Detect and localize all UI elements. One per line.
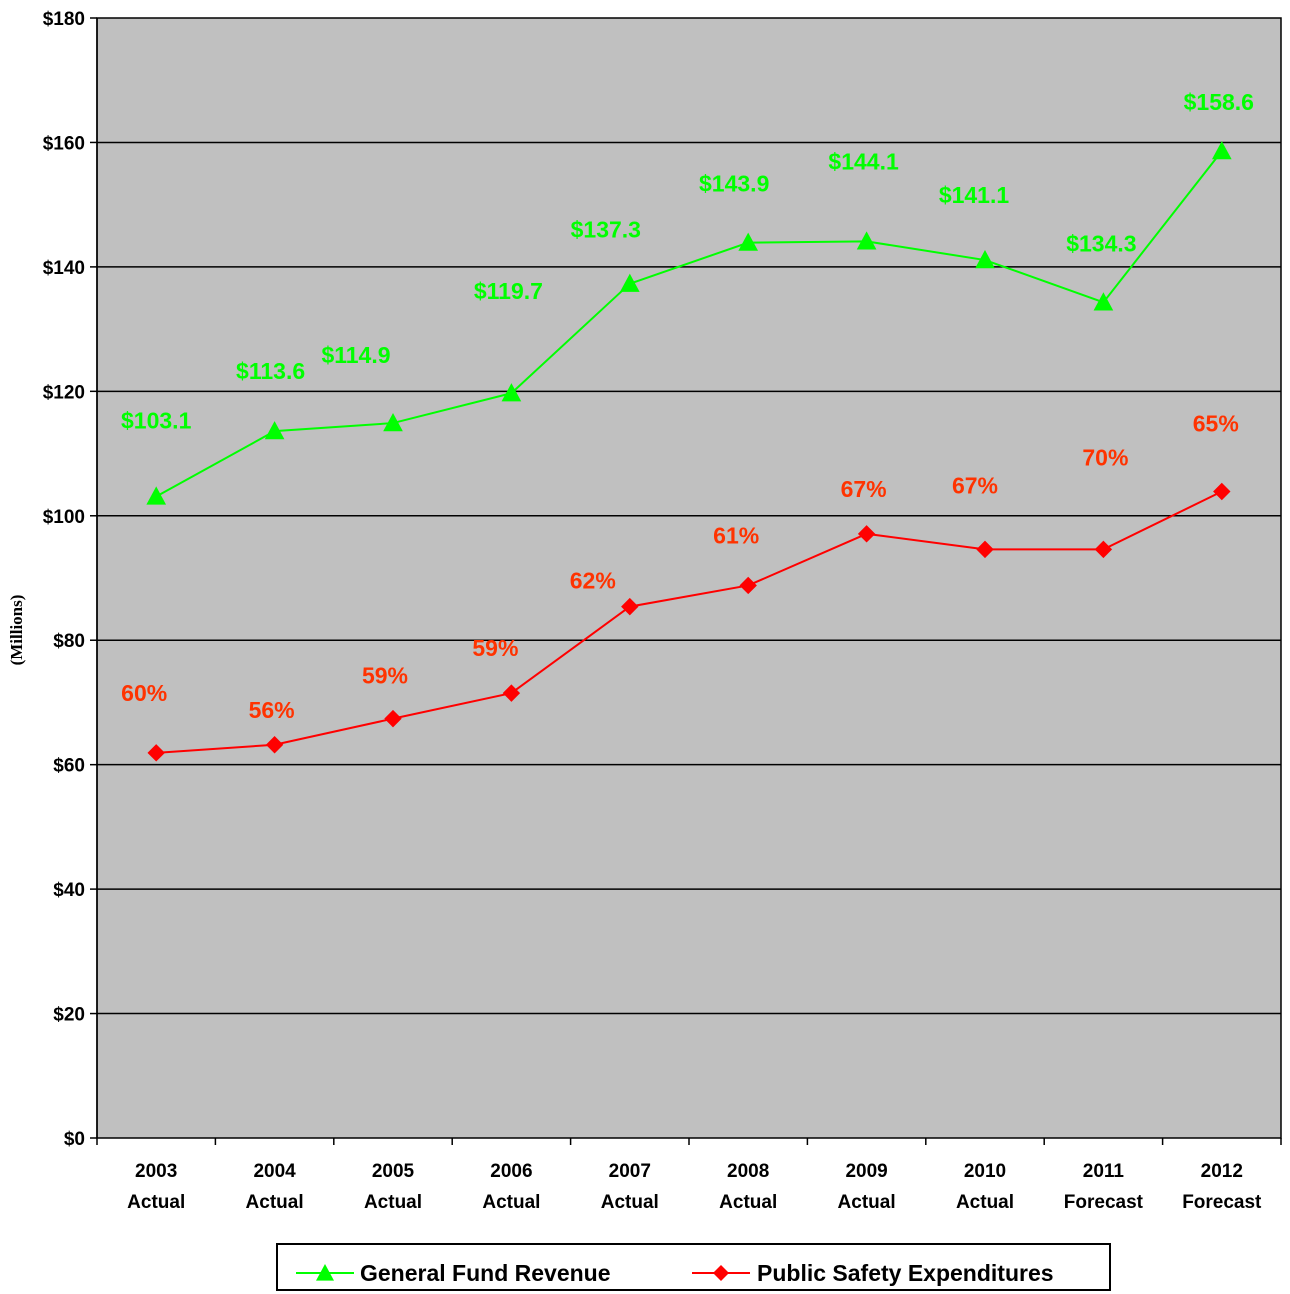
- data-label: 56%: [249, 697, 295, 723]
- data-point-triangle: [383, 413, 403, 432]
- y-tick-label: $100: [43, 507, 85, 528]
- x-tick-label-type: Actual: [246, 1192, 304, 1213]
- legend: General Fund Revenue Public Safety Expend…: [276, 1243, 1111, 1291]
- data-point-diamond: [384, 709, 402, 728]
- data-label: $114.9: [321, 342, 390, 368]
- data-point-diamond: [621, 597, 639, 616]
- data-point-diamond: [739, 576, 757, 595]
- data-point-triangle: [1093, 292, 1114, 311]
- y-tick-label: $0: [64, 1129, 85, 1150]
- x-tick-label-type: Actual: [956, 1192, 1014, 1213]
- data-point-diamond: [857, 525, 876, 543]
- y-tick-label: $160: [43, 133, 85, 154]
- data-label: 67%: [952, 472, 998, 498]
- data-label: 61%: [713, 522, 759, 548]
- series-line-expenditures: [156, 490, 1223, 754]
- data-label: 59%: [472, 635, 518, 661]
- data-point-triangle: [501, 383, 522, 402]
- x-tick-label-type: Actual: [364, 1192, 422, 1213]
- y-tick-label: $120: [43, 382, 85, 403]
- data-point-triangle: [856, 231, 877, 250]
- legend-label-revenue: General Fund Revenue: [360, 1260, 611, 1286]
- legend-box: [276, 1243, 1111, 1291]
- data-label: $158.6: [1184, 89, 1254, 115]
- x-tick-label-year: 2008: [727, 1161, 769, 1182]
- data-point-diamond: [976, 540, 994, 559]
- x-tick-label-year: 2003: [135, 1161, 177, 1182]
- x-tick-label-year: 2009: [845, 1161, 887, 1182]
- y-tick-label: $40: [53, 880, 85, 901]
- data-point-diamond: [265, 736, 284, 754]
- data-label: $113.6: [236, 358, 305, 384]
- series-line-revenue: [155, 150, 1223, 498]
- x-tick-label-type: Actual: [127, 1192, 185, 1213]
- x-tick-label-year: 2006: [490, 1161, 532, 1182]
- data-point-diamond: [1213, 482, 1231, 501]
- x-tick-label-year: 2007: [609, 1161, 651, 1182]
- data-point-triangle: [264, 421, 285, 440]
- data-label: 67%: [841, 476, 887, 502]
- data-label: $141.1: [939, 182, 1010, 208]
- data-label: $143.9: [699, 171, 769, 197]
- x-tick-label-year: 2005: [372, 1161, 415, 1182]
- x-tick-label-year: 2004: [253, 1161, 296, 1182]
- data-point-triangle: [975, 249, 995, 269]
- legend-label-expenditures: Public Safety Expenditures: [757, 1260, 1054, 1286]
- data-point-triangle: [738, 232, 759, 251]
- y-tick-label: $140: [43, 258, 85, 279]
- data-label: 59%: [362, 663, 408, 689]
- legend-marker-diamond: [713, 1265, 729, 1281]
- data-label: $144.1: [828, 148, 899, 174]
- x-tick-label-year: 2010: [964, 1161, 1006, 1182]
- x-tick-label-year: 2012: [1201, 1161, 1243, 1182]
- data-label: 62%: [570, 568, 616, 594]
- y-tick-label: $60: [53, 756, 85, 777]
- data-label: $134.3: [1066, 230, 1136, 256]
- x-tick-label-year: 2011: [1083, 1161, 1125, 1182]
- series-layer: [146, 141, 1232, 762]
- y-tick-label: $20: [53, 1005, 85, 1026]
- x-tick-label-type: Actual: [601, 1192, 659, 1213]
- y-tick-label: $180: [43, 9, 85, 30]
- legend-marker-triangle: [316, 1264, 334, 1281]
- data-point-triangle: [146, 486, 167, 505]
- data-point-diamond: [147, 744, 165, 762]
- y-axis-title: (Millions): [7, 595, 26, 666]
- data-label: $103.1: [121, 407, 192, 433]
- plot-area: [97, 18, 1281, 1138]
- data-label: $119.7: [474, 278, 543, 304]
- data-label: $137.3: [571, 217, 641, 243]
- data-labels: $103.1 $113.6 $114.9 $119.7 $137.3 $143.9 $144…: [121, 89, 1254, 723]
- y-tick-label: $80: [53, 631, 85, 652]
- data-point-diamond: [1094, 540, 1113, 559]
- x-tick-label-type: Actual: [482, 1192, 540, 1213]
- x-tick-label-type: Forecast: [1182, 1192, 1262, 1213]
- x-tick-label-type: Actual: [838, 1192, 896, 1213]
- data-point-triangle: [1211, 141, 1232, 160]
- x-tick-label-type: Forecast: [1064, 1192, 1144, 1213]
- data-label: 70%: [1082, 444, 1128, 470]
- data-point-triangle: [619, 273, 640, 292]
- x-tick-label-type: Actual: [719, 1192, 777, 1213]
- x-axis-ticks: 2003 Actual 2004 Actual 2005 Actual 2006 Actual…: [96, 1138, 1282, 1213]
- data-label: 60%: [121, 680, 167, 706]
- data-label: 65%: [1193, 411, 1239, 437]
- data-point-diamond: [502, 684, 521, 702]
- gridlines: [97, 141, 1281, 1015]
